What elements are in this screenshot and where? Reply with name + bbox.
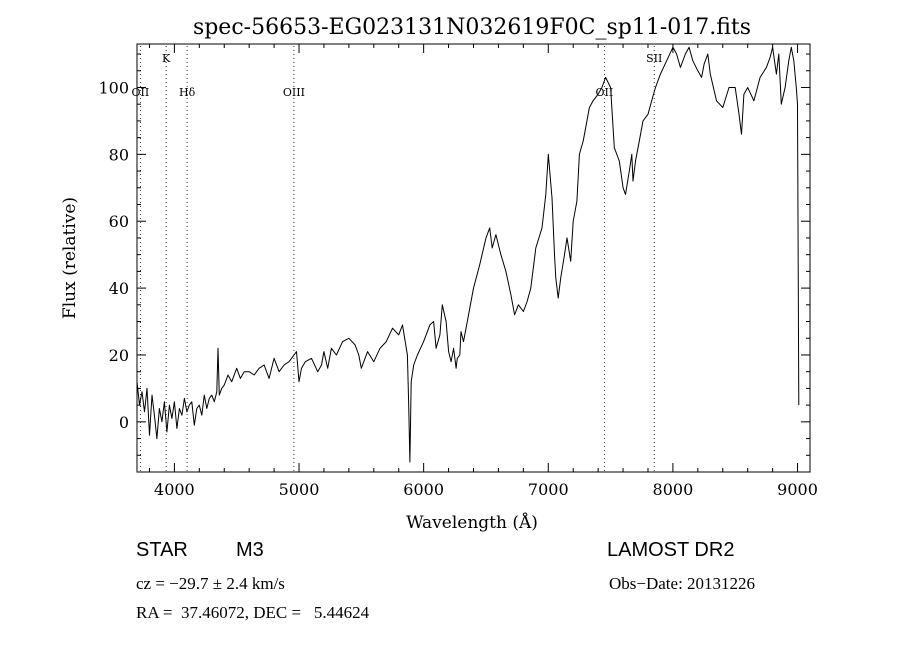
annotation-label-0: OII <box>132 86 150 99</box>
chart-title: spec-56653-EG023131N032619F0C_sp11-017.f… <box>193 15 751 40</box>
survey-label: LAMOST DR2 <box>607 539 735 561</box>
spectrum-line-0 <box>136 46 800 463</box>
plot-frame <box>136 43 811 473</box>
y-axis-ticks: 0 20 40 60 80 100 <box>98 53 810 456</box>
y-tick-label-0: 0 <box>119 413 129 432</box>
ra-dec: RA = 37.46072, DEC = 5.44624 <box>136 603 370 622</box>
x-tick-label-2: 6000 <box>403 480 444 499</box>
object-subclass: M3 <box>236 539 264 561</box>
x-tick-label-0: 4000 <box>154 480 195 499</box>
y-tick-label-3: 60 <box>109 212 129 231</box>
x-tick-label-1: 5000 <box>279 480 320 499</box>
x-tick-label-3: 7000 <box>528 480 569 499</box>
annotation-label-2: Hδ <box>179 86 196 99</box>
y-tick-label-5: 100 <box>98 78 129 97</box>
y-tick-label-1: 20 <box>109 346 129 365</box>
y-axis-label: Flux (relative) <box>60 197 80 319</box>
x-axis-label: Wavelength (Å) <box>406 512 538 533</box>
y-tick-label-2: 40 <box>109 279 129 298</box>
cz-value: cz = −29.7 ± 2.4 km/s <box>136 574 285 593</box>
annotation-label-3: OIII <box>283 86 305 99</box>
annotation-label-5: SII <box>646 52 662 65</box>
x-axis-ticks: 4000 5000 6000 7000 8000 9000 <box>148 44 818 499</box>
annotation-label-4: OII <box>596 86 614 99</box>
y-tick-label-4: 80 <box>109 145 129 164</box>
line-annotations: OII K Hδ OIII OII SII <box>132 46 662 471</box>
spectrum-series <box>136 46 800 463</box>
obs-date: Obs−Date: 20131226 <box>609 574 756 593</box>
x-tick-label-5: 9000 <box>777 480 818 499</box>
x-tick-label-4: 8000 <box>653 480 694 499</box>
object-class: STAR <box>136 539 188 561</box>
annotation-label-1: K <box>162 52 171 65</box>
